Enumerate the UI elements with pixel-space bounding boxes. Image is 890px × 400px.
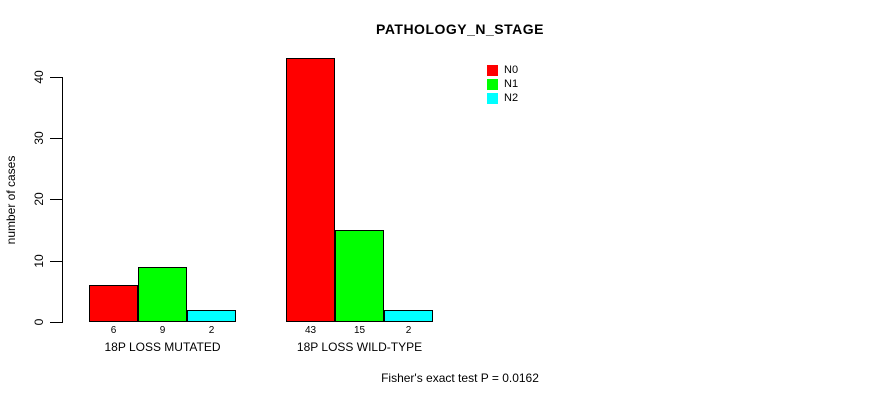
y-axis-tick-20 bbox=[50, 199, 62, 200]
bar-n0-18p-loss-wild-type bbox=[286, 58, 335, 322]
legend-label-n2: N2 bbox=[504, 92, 519, 104]
bar-value-label-n1-18p-loss-mutated: 9 bbox=[159, 325, 166, 336]
legend-swatch-n0 bbox=[487, 65, 498, 76]
legend-label-n1: N1 bbox=[504, 78, 519, 90]
bar-value-label-n1-18p-loss-wild-type: 15 bbox=[353, 325, 366, 336]
x-axis-label-18p-loss-mutated: 18P LOSS MUTATED bbox=[104, 340, 221, 354]
bar-value-label-n2-18p-loss-mutated: 2 bbox=[208, 325, 215, 336]
bar-value-label-n0-18p-loss-wild-type: 43 bbox=[304, 325, 317, 336]
legend-swatch-n2 bbox=[487, 93, 498, 104]
y-axis-tick-10 bbox=[50, 261, 62, 262]
bar-n2-18p-loss-mutated bbox=[187, 310, 236, 322]
bar-n1-18p-loss-wild-type bbox=[335, 230, 384, 322]
x-axis-label-18p-loss-wild-type: 18P LOSS WILD-TYPE bbox=[296, 340, 423, 354]
y-axis-tick-label-text: 40 bbox=[32, 70, 46, 84]
y-axis-title-text: number of cases bbox=[4, 155, 18, 245]
y-axis-tick-40 bbox=[50, 77, 62, 78]
legend-label-n0: N0 bbox=[504, 64, 519, 76]
bar-n2-18p-loss-wild-type bbox=[384, 310, 433, 322]
y-axis-tick-label-text: 30 bbox=[32, 131, 46, 145]
y-axis-tick-label-text: 0 bbox=[32, 318, 46, 326]
y-axis-tick-0 bbox=[50, 322, 62, 323]
chart-title: PATHOLOGY_N_STAGE bbox=[376, 21, 544, 37]
y-axis-tick-label-text: 10 bbox=[32, 254, 46, 268]
y-axis-line bbox=[62, 77, 63, 323]
bar-n0-18p-loss-mutated bbox=[89, 285, 138, 322]
y-axis-tick-30 bbox=[50, 138, 62, 139]
legend-swatch-n1 bbox=[487, 79, 498, 90]
bar-value-label-n0-18p-loss-mutated: 6 bbox=[110, 325, 117, 336]
bar-value-label-n2-18p-loss-wild-type: 2 bbox=[405, 325, 412, 336]
fisher-test-annotation: Fisher's exact test P = 0.0162 bbox=[381, 371, 539, 385]
y-axis-tick-label-text: 20 bbox=[32, 192, 46, 206]
bar-n1-18p-loss-mutated bbox=[138, 267, 187, 322]
